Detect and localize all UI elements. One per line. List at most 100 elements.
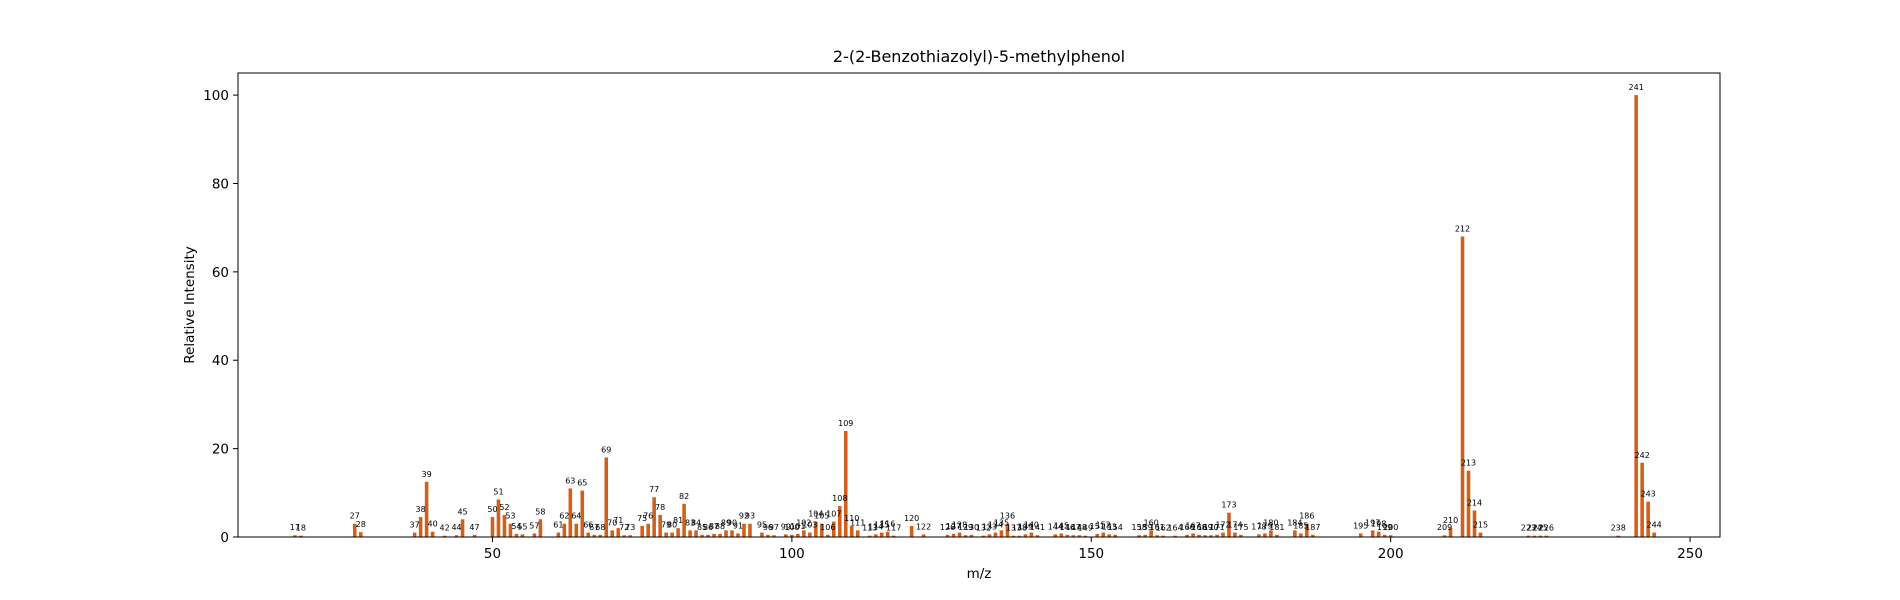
plot-frame	[238, 73, 1720, 537]
peak-label: 109	[838, 419, 853, 428]
peak-bar	[1221, 533, 1225, 537]
peak-bar	[736, 533, 740, 537]
peak-label: 52	[499, 503, 509, 512]
peak-label: 200	[1383, 523, 1398, 532]
peak-label: 44	[451, 523, 461, 532]
peak-label: 136	[1000, 512, 1015, 521]
peak-label: 68	[595, 523, 605, 532]
peak-bar	[1191, 533, 1195, 537]
peak-label: 212	[1455, 225, 1470, 234]
peak-bar	[664, 533, 668, 537]
peak-bar	[730, 530, 734, 537]
y-axis: 0 20 40 60 80 100	[203, 88, 238, 546]
peak-label: 97	[769, 523, 779, 532]
peak-label: 107	[826, 510, 841, 519]
peak-label: 214	[1467, 498, 1482, 507]
peak-label: 69	[601, 445, 611, 454]
peak-label: 187	[1305, 523, 1320, 532]
peak-bar	[1461, 237, 1465, 537]
peak-label: 45	[457, 507, 467, 516]
peak-bar	[431, 532, 435, 537]
peak-bar	[1634, 95, 1638, 537]
peak-label: 65	[577, 479, 587, 488]
y-tick-label: 40	[212, 353, 229, 369]
peak-bar	[640, 526, 644, 537]
peak-bar	[1652, 533, 1656, 537]
peak-label: 78	[655, 503, 665, 512]
peak-bar	[1293, 530, 1297, 537]
peak-bar	[856, 530, 860, 537]
x-tick-label: 250	[1677, 546, 1703, 562]
peak-label: 173	[1221, 501, 1236, 510]
x-tick-label: 150	[1078, 546, 1104, 562]
peak-label: 61	[553, 521, 563, 530]
peak-bar	[1479, 533, 1483, 537]
peak-bar	[1371, 530, 1375, 537]
peak-bar	[850, 526, 854, 537]
peak-label: 117	[886, 524, 901, 533]
peak-label: 238	[1611, 524, 1626, 533]
chart-title: 2-(2-Benzothiazolyl)-5-methylphenol	[833, 47, 1125, 66]
peak-bar	[586, 533, 590, 537]
peak-bar	[1263, 533, 1267, 537]
peak-bar	[557, 533, 561, 537]
peak-label: 58	[535, 507, 545, 516]
peak-label: 57	[529, 521, 539, 530]
peak-bar	[958, 533, 962, 537]
peak-label: 82	[679, 492, 689, 501]
x-tick-label: 50	[484, 546, 501, 562]
peak-label: 103	[802, 521, 817, 530]
peak-bar	[491, 517, 495, 537]
peak-label: 244	[1646, 521, 1661, 530]
peak-label: 242	[1635, 451, 1650, 460]
peak-bar	[610, 530, 614, 537]
peak-label: 64	[571, 512, 581, 521]
peak-label: 106	[820, 523, 835, 532]
peak-label: 93	[745, 512, 755, 521]
peak-label: 215	[1473, 521, 1488, 530]
peak-label: 40	[428, 520, 438, 529]
peak-bar	[748, 524, 752, 537]
peak-label: 213	[1461, 459, 1476, 468]
peak-label: 51	[493, 487, 503, 496]
x-axis: 50 100 150 200 250	[484, 537, 1703, 562]
peak-label: 181	[1269, 523, 1284, 532]
y-tick-label: 60	[212, 265, 229, 281]
peak-label: 210	[1443, 516, 1458, 525]
peak-bar	[1377, 532, 1381, 537]
peak-bar	[1030, 533, 1034, 537]
y-tick-label: 0	[220, 530, 229, 546]
peak-bar	[1101, 533, 1105, 537]
peak-bar	[688, 530, 692, 537]
peak-label: 55	[517, 522, 527, 531]
peak-bar	[760, 533, 764, 537]
peak-label: 28	[356, 520, 366, 529]
peak-bar	[994, 533, 998, 537]
peak-bar	[1299, 533, 1303, 537]
peak-bar	[646, 524, 650, 537]
peak-bar	[575, 524, 579, 537]
x-tick-label: 100	[779, 546, 805, 562]
peak-label: 81	[673, 516, 683, 525]
peak-label: 47	[469, 523, 479, 532]
peak-label: 18	[296, 524, 306, 533]
peak-bar	[808, 533, 812, 537]
peak-bar	[1060, 533, 1064, 537]
data-labels-group: 17182728 37383940 42 444547505152535455 5758…	[290, 83, 1662, 533]
peak-bar	[910, 526, 914, 537]
y-tick-label: 20	[212, 442, 229, 458]
y-axis-label: Relative Intensity	[182, 246, 198, 364]
peak-label: 62	[559, 512, 569, 521]
peak-bar	[724, 530, 728, 537]
x-axis-label: m/z	[967, 566, 992, 582]
peak-label: 77	[649, 485, 659, 494]
peak-label: 122	[916, 522, 931, 531]
peak-label: 91	[733, 521, 743, 530]
peak-label: 38	[416, 505, 426, 514]
peak-label: 76	[643, 512, 653, 521]
peak-label: 63	[565, 476, 575, 485]
y-tick-label: 80	[212, 176, 229, 192]
peak-bar	[1640, 463, 1644, 537]
bars-group	[293, 95, 1656, 537]
